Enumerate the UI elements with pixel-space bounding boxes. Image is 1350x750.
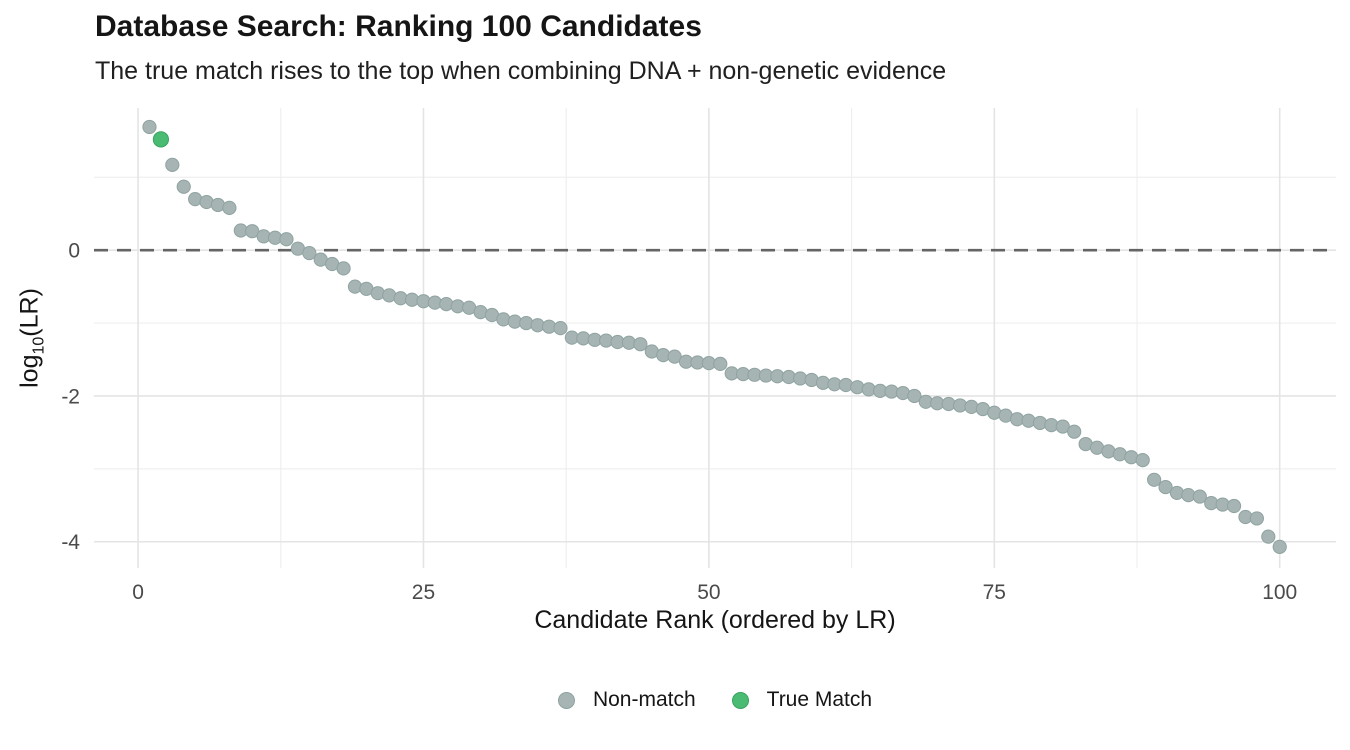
- scatter-point: [1147, 472, 1162, 487]
- scatter-point: [519, 315, 534, 331]
- scatter-point: [633, 337, 648, 352]
- scatter-point: [336, 261, 351, 276]
- scatter-point: [713, 356, 728, 371]
- chart-subtitle: The true match rises to the top when com…: [95, 57, 947, 85]
- scatter-point: [1261, 529, 1276, 544]
- x-axis-title: Candidate Rank (ordered by LR): [534, 606, 896, 634]
- scatter-point: [222, 200, 237, 215]
- scatter-point: [1169, 485, 1185, 501]
- scatter-point: [838, 377, 853, 393]
- scatter-point: [1135, 453, 1150, 468]
- scatter-point: [439, 297, 454, 312]
- scatter-point: [1158, 479, 1173, 495]
- legend: Non-match True Match: [94, 688, 1336, 712]
- scatter-point: [370, 286, 385, 301]
- scatter-point: [496, 312, 511, 327]
- scatter-point: [553, 321, 568, 336]
- y-axis-title-prefix: log: [15, 354, 44, 388]
- y-tick-label: 0: [68, 240, 80, 263]
- scatter-point-true-match: [152, 131, 170, 148]
- scatter-point: [165, 157, 180, 172]
- scatter-point: [850, 380, 865, 395]
- chart-title: Database Search: Ranking 100 Candidates: [95, 10, 702, 43]
- scatter-point: [1067, 424, 1082, 439]
- legend-item: True Match: [731, 688, 873, 712]
- y-axis-title-suffix: (LR): [15, 288, 44, 337]
- scatter-point: [176, 179, 191, 194]
- scatter-point: [1192, 489, 1207, 504]
- legend-dot-icon: [557, 691, 575, 709]
- y-axis-title-subscript: 10: [30, 336, 48, 355]
- scatter-point: [279, 232, 294, 247]
- legend-label: Non-match: [592, 688, 696, 711]
- legend-dot-icon: [731, 691, 749, 709]
- scatter-point: [1226, 498, 1242, 514]
- x-tick-label: 50: [697, 581, 720, 604]
- scatter-point: [142, 119, 157, 135]
- y-tick-label: -4: [61, 531, 80, 554]
- x-tick-label: 0: [132, 581, 144, 604]
- scatter-point: [347, 279, 363, 294]
- scatter-point: [964, 399, 979, 414]
- scatter-point: [1272, 539, 1287, 554]
- y-tick-label: -2: [61, 385, 80, 408]
- x-tick-label: 25: [412, 581, 435, 604]
- y-axis-title: log10(LR): [16, 288, 49, 388]
- x-tick-label: 75: [983, 581, 1006, 604]
- x-tick-label: 100: [1262, 581, 1297, 604]
- legend-label: True Match: [766, 688, 873, 711]
- scatter-point: [907, 388, 922, 404]
- scatter-point: [302, 245, 317, 261]
- legend-item: Non-match: [557, 688, 696, 712]
- scatter-point: [1249, 511, 1264, 526]
- scatter-point: [1021, 413, 1036, 428]
- scatter-point: [1032, 415, 1048, 431]
